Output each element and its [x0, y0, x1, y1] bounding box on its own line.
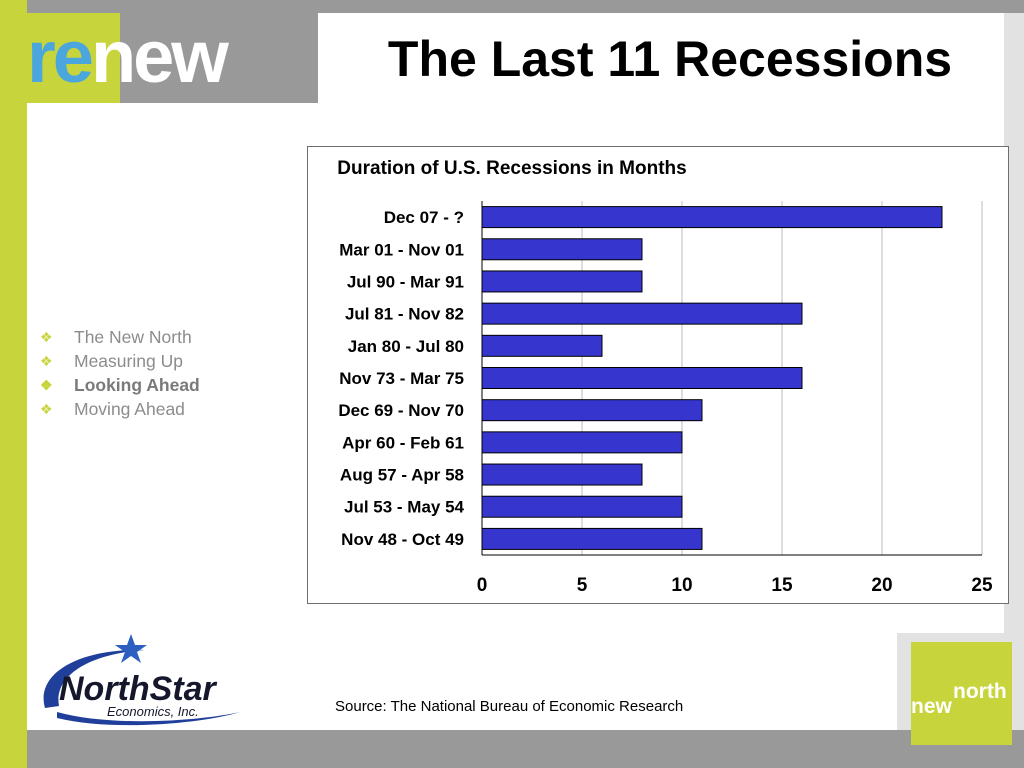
bar: [481, 527, 703, 550]
x-tick-label: 5: [577, 575, 588, 596]
nav-item-measuring-up[interactable]: ❖ Measuring Up: [40, 349, 200, 373]
bar: [481, 334, 603, 357]
category-label: Aug 57 - Apr 58: [340, 466, 464, 485]
section-nav: ❖ The New North ❖ Measuring Up ❖ Looking…: [40, 325, 200, 421]
star-icon: [115, 634, 147, 663]
category-label: Apr 60 - Feb 61: [342, 433, 464, 452]
renew-logo: renew: [27, 13, 318, 103]
category-label: Jan 80 - Jul 80: [348, 337, 464, 356]
nav-item-label: Looking Ahead: [74, 374, 200, 395]
source-note: Source: The National Bureau of Economic …: [335, 698, 684, 715]
diamond-bullet-icon: ❖: [40, 376, 53, 393]
renew-logo-new: new: [90, 15, 229, 98]
newnorth-logo-block: [911, 642, 1012, 745]
x-tick-label: 15: [771, 575, 793, 596]
x-tick-label: 25: [971, 575, 993, 596]
diamond-bullet-icon: ❖: [40, 328, 53, 345]
northstar-underline-swoosh: [57, 712, 240, 726]
renew-logo-text: renew: [27, 15, 229, 98]
nav-item-the-new-north[interactable]: ❖ The New North: [40, 325, 200, 349]
diamond-bullet-icon: ❖: [40, 400, 53, 417]
chart-category-labels: Dec 07 - ? Mar 01 - Nov 01 Jul 90 - Mar 91…: [338, 208, 464, 549]
chart-bars: [481, 206, 943, 550]
bar: [481, 399, 703, 422]
nav-item-label: Moving Ahead: [74, 398, 185, 419]
bar: [481, 495, 683, 518]
diamond-bullet-icon: ❖: [40, 352, 53, 369]
x-tick-label: 20: [871, 575, 892, 596]
x-tick-label: 0: [477, 575, 488, 596]
bar: [481, 431, 683, 454]
right-frame-strip: [1004, 13, 1024, 633]
bar: [481, 270, 643, 293]
category-label: Jul 53 - May 54: [344, 498, 465, 517]
northstar-subtitle: Economics, Inc.: [107, 704, 199, 719]
nav-item-looking-ahead[interactable]: ❖ Looking Ahead: [40, 373, 200, 397]
newnorth-logo-new: new: [911, 695, 952, 718]
northstar-logo: NorthStar Economics, Inc.: [43, 634, 240, 726]
x-tick-label: 10: [671, 575, 692, 596]
top-frame-bar: [0, 0, 1024, 13]
bar: [481, 302, 803, 325]
bar: [481, 206, 943, 229]
northstar-name: NorthStar: [59, 670, 218, 708]
chart-x-ticks: 0 5 10 15 20 25: [477, 575, 993, 596]
left-accent-bar: [0, 0, 27, 768]
page-title: The Last 11 Recessions: [387, 31, 953, 87]
category-label: Jul 81 - Nov 82: [345, 305, 464, 324]
category-label: Jul 90 - Mar 91: [347, 272, 464, 291]
renew-logo-accent-block: [27, 13, 120, 103]
renew-logo-re: re: [27, 15, 94, 98]
recession-duration-chart: Dec 07 - ? Mar 01 - Nov 01 Jul 90 - Mar 91…: [338, 201, 993, 596]
nav-item-moving-ahead[interactable]: ❖ Moving Ahead: [40, 397, 200, 421]
northstar-swoosh-icon: [43, 649, 145, 708]
chart-title: Duration of U.S. Recessions in Months: [337, 158, 687, 179]
category-label: Nov 73 - Mar 75: [339, 369, 464, 388]
nav-item-label: Measuring Up: [74, 350, 183, 371]
bar: [481, 367, 803, 389]
category-label: Dec 69 - Nov 70: [338, 401, 464, 420]
nav-item-label: The New North: [74, 326, 192, 347]
newnorth-logo-north: north: [953, 680, 1007, 703]
bar: [481, 238, 643, 261]
newnorth-logo: north new: [897, 633, 1024, 745]
category-label: Nov 48 - Oct 49: [341, 530, 464, 549]
category-label: Mar 01 - Nov 01: [339, 240, 464, 259]
category-label: Dec 07 - ?: [384, 208, 464, 227]
bottom-frame-bar: [27, 730, 1024, 768]
bar: [481, 463, 643, 486]
